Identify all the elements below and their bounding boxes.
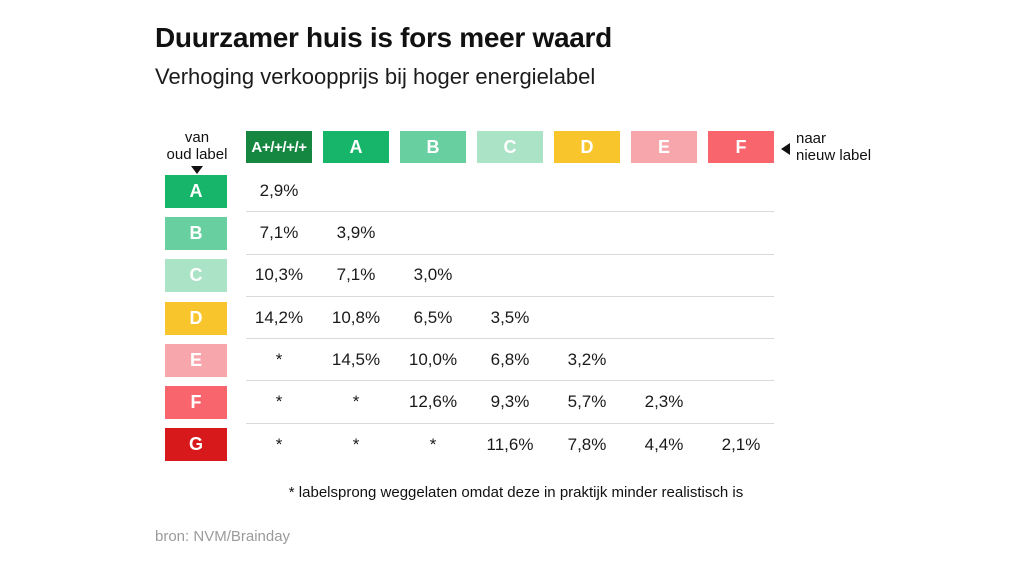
matrix-cell: 14,5% xyxy=(331,349,381,369)
matrix-row-e: E * 14,5% 10,0% 6,8% 3,2% xyxy=(0,339,774,382)
matrix-cell: 2,1% xyxy=(721,434,761,454)
row-header-e: E xyxy=(165,343,227,377)
arrow-down-icon xyxy=(191,166,203,174)
matrix-cell: 3,2% xyxy=(567,349,607,369)
column-header-e: E xyxy=(631,131,697,163)
row-header-c: C xyxy=(165,259,227,293)
matrix-cell: 14,2% xyxy=(254,307,304,327)
matrix-cell: * xyxy=(275,349,283,369)
column-header-c: C xyxy=(477,131,543,163)
label-matrix: A 2,9% B 7,1% 3,9% xyxy=(0,170,774,466)
matrix-cells-row-a: 2,9% xyxy=(246,170,774,213)
matrix-cell: 3,9% xyxy=(336,222,376,242)
matrix-cells-row-f: * * 12,6% 9,3% 5,7% 2,3% xyxy=(246,381,774,424)
matrix-cell: 3,0% xyxy=(413,265,453,285)
chart-subtitle: Verhoging verkoopprijs bij hoger energie… xyxy=(155,64,596,89)
matrix-cell: 10,3% xyxy=(254,265,304,285)
row-header-f: F xyxy=(165,386,227,420)
source-credit: bron: NVM/Brainday xyxy=(155,528,291,545)
matrix-cell: 10,8% xyxy=(331,307,381,327)
matrix-cells-row-c: 10,3% 7,1% 3,0% xyxy=(246,255,774,297)
matrix-row-d: D 14,2% 10,8% 6,5% 3,5% xyxy=(0,297,774,340)
matrix-cell: 3,5% xyxy=(490,307,530,327)
row-axis-label-line1: van xyxy=(184,129,210,146)
matrix-cells-row-d: 14,2% 10,8% 6,5% 3,5% xyxy=(246,297,774,340)
row-header-g: G xyxy=(165,428,227,462)
column-header-f: F xyxy=(708,131,774,163)
footnote: * labelsprong weggelaten omdat deze in p… xyxy=(288,484,744,501)
matrix-cell: 6,5% xyxy=(413,307,453,327)
matrix-cells-row-g: * * * 11,6% 7,8% 4,4% 2,1% xyxy=(246,424,774,466)
matrix-cell: 12,6% xyxy=(408,392,458,412)
matrix-cell: 2,9% xyxy=(259,180,299,200)
column-header-row: A+/+/+/+ A B C D E F xyxy=(246,131,774,163)
matrix-cell: 6,8% xyxy=(490,349,530,369)
column-header-a: A xyxy=(323,131,389,163)
row-axis-label-line2: oud label xyxy=(166,146,228,163)
arrow-left-icon xyxy=(781,143,790,155)
matrix-row-g: G * * * 11,6% 7,8% 4,4% 2,1% xyxy=(0,424,774,466)
matrix-cell: * xyxy=(275,392,283,412)
row-header-d: D xyxy=(165,301,227,335)
row-header-a: A xyxy=(165,174,227,208)
matrix-row-c: C 10,3% 7,1% 3,0% xyxy=(0,255,774,297)
matrix-cell: 7,8% xyxy=(567,434,607,454)
matrix-cell: 5,7% xyxy=(567,392,607,412)
col-axis-label-line2: nieuw label xyxy=(796,147,872,164)
matrix-cell: 7,1% xyxy=(259,222,299,242)
row-header-b: B xyxy=(165,216,227,250)
matrix-cell: 11,6% xyxy=(486,434,534,454)
matrix-cells-row-b: 7,1% 3,9% xyxy=(246,212,774,255)
matrix-cell: * xyxy=(352,392,360,412)
matrix-cell: 4,4% xyxy=(644,434,684,454)
matrix-cell: 2,3% xyxy=(644,392,684,412)
matrix-cell: 9,3% xyxy=(490,392,530,412)
column-header-d: D xyxy=(554,131,620,163)
chart-title: Duurzamer huis is fors meer waard xyxy=(155,22,612,53)
col-axis-label-line1: naar xyxy=(796,130,827,147)
matrix-row-f: F * * 12,6% 9,3% 5,7% 2,3% xyxy=(0,381,774,424)
matrix-row-a: A 2,9% xyxy=(0,170,774,213)
matrix-cell: 10,0% xyxy=(408,349,458,369)
matrix-cell: * xyxy=(275,434,283,454)
matrix-row-b: B 7,1% 3,9% xyxy=(0,212,774,255)
matrix-cell: 7,1% xyxy=(336,265,376,285)
matrix-cell: * xyxy=(429,434,437,454)
col-axis-label: naar nieuw label xyxy=(781,130,871,164)
column-header-aplus: A+/+/+/+ xyxy=(246,131,312,163)
column-header-b: B xyxy=(400,131,466,163)
matrix-cells-row-e: * 14,5% 10,0% 6,8% 3,2% xyxy=(246,339,774,382)
row-axis-label: van oud label xyxy=(151,129,243,174)
matrix-cell: * xyxy=(352,434,360,454)
